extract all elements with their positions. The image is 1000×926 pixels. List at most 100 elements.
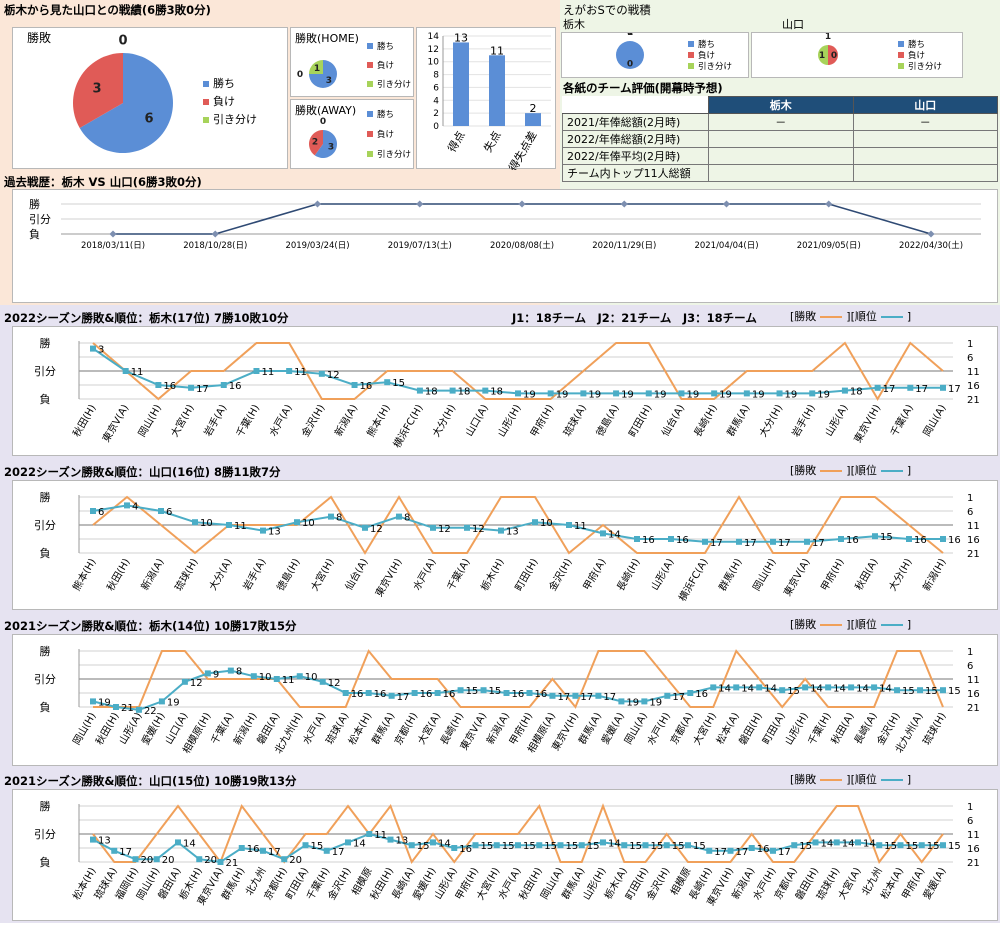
rank-point (580, 390, 587, 397)
rank-tick-label: 1 (967, 647, 973, 658)
home-pie-card: 3 0 1 勝ち 負け 引き分け 勝敗(HOME) (290, 27, 414, 97)
bar-y-tick: 10 (428, 58, 440, 68)
rank-data-label: 16 (695, 689, 708, 700)
rank-data-label: 16 (443, 689, 456, 700)
result-line (92, 803, 944, 865)
rank-data-label: 14 (863, 838, 876, 849)
pie-data-label: 1 (314, 64, 320, 74)
rank-data-label: 15 (489, 686, 502, 697)
rank-point (260, 847, 266, 854)
rank-point (809, 390, 816, 397)
team-eval-table: 栃木 山口 2021/年俸総額(2月時) － － 2022/年俸総額(2月時) … (562, 96, 998, 182)
rank-point (549, 692, 556, 699)
match-label: 東京V(A) (99, 402, 131, 445)
rank-data-label: 17 (778, 847, 791, 858)
rank-data-label: 9 (213, 669, 219, 680)
rank-data-label: 19 (556, 389, 569, 400)
rank-tick-label: 21 (967, 395, 980, 406)
season-legend: [勝敗][順位] (790, 462, 911, 478)
match-label: 大宮(H) (308, 556, 337, 593)
rank-tick-label: 21 (967, 549, 980, 560)
rank-data-label: 19 (785, 389, 798, 400)
rank-data-label: 17 (948, 384, 961, 395)
history-point (109, 230, 117, 238)
rank-point (848, 684, 855, 691)
rank-data-label: 15 (392, 378, 405, 389)
season-y-label: 負 (40, 701, 51, 714)
pie-slice (828, 45, 838, 65)
pie-data-label: 0 (831, 51, 837, 61)
rank-point (503, 690, 510, 696)
rank-data-label: 18 (490, 387, 503, 398)
pie-data-label: 0 (297, 70, 303, 80)
match-label: 秋田(H) (70, 402, 99, 439)
rank-data-label: 17 (915, 384, 928, 395)
rank-tick-label: 11 (967, 521, 980, 532)
legend-swatch (367, 62, 373, 68)
rank-point (451, 845, 458, 851)
match-label: 横浜FC(H) (390, 402, 425, 450)
rank-data-label: 14 (856, 683, 869, 694)
season-y-label: 勝 (40, 336, 51, 350)
rank-point (770, 538, 776, 545)
rank-data-label: 12 (472, 524, 485, 535)
rank-point (192, 519, 198, 526)
rank-tick-label: 1 (967, 493, 973, 504)
rank-point (838, 536, 844, 542)
legend-label: 負け (698, 50, 715, 61)
season-2021-yamaguchi-chart: 勝引分負1611162113松本(H)17琉球(A)20福岡(H)20岡山(H)… (34, 799, 980, 908)
rank-data-label: 16 (676, 535, 689, 546)
history-point (313, 200, 322, 208)
rank-data-label: 16 (914, 535, 927, 546)
rank-data-label: 16 (374, 689, 387, 700)
season-2021-yamaguchi-title: 2021シーズン勝敗&順位：山口(15位) 10勝19敗13分 (4, 774, 297, 788)
rank-data-label: 15 (799, 841, 812, 852)
eval-cell-yamaguchi (852, 130, 998, 148)
match-label: 仙台(A) (342, 556, 371, 593)
legend-result-text: [勝敗 (790, 773, 817, 786)
rank-data-label: 17 (557, 692, 570, 703)
pie-slice (616, 41, 644, 69)
rank-data-label: 18 (850, 387, 863, 398)
rank-data-label: 14 (608, 529, 621, 540)
rank-data-label: 12 (327, 370, 340, 381)
result-line (92, 341, 944, 401)
rank-point (940, 687, 946, 694)
rank-point (217, 859, 224, 865)
match-label: 琉球(H) (172, 556, 201, 593)
rank-point (281, 856, 288, 863)
rank-data-label: 14 (183, 838, 196, 849)
bar-value-label: 11 (490, 44, 504, 57)
match-label: 東京V(H) (851, 402, 883, 445)
rank-data-label: 15 (311, 841, 324, 852)
season-2022-tochigi-card: 勝引分負 1 6 11 16 21 3 秋田(H) 11 東京V(A) 16 岡山(H) 17 大宮(H)… (12, 326, 998, 456)
match-label: 千葉(A) (444, 556, 473, 593)
rank-data-label: 14 (764, 683, 777, 694)
season-2022-tochigi-title: 2022シーズン勝敗&順位：栃木(17位) 7勝10敗10分 (4, 311, 289, 325)
legend-end-text: ] (906, 618, 912, 631)
rank-tick-label: 21 (967, 858, 980, 869)
rank-point (196, 856, 203, 863)
legend-result-text: [勝敗 (790, 310, 817, 323)
rank-point (663, 842, 670, 849)
rank-point (600, 839, 606, 846)
pie-data-label: 0 (627, 33, 633, 38)
eval-row: 2022/年俸総額(2月時) (562, 130, 998, 148)
rank-point (227, 667, 234, 674)
season-2022-tochigi-chart: 勝引分負161116213秋田(H)11東京V(A)16岡山(H)17大宮(H)… (34, 336, 980, 450)
rank-point (711, 390, 718, 397)
rank-point (940, 384, 946, 391)
rank-point (253, 368, 260, 374)
pie-data-label: 0 (320, 117, 326, 127)
rank-data-label: 14 (718, 683, 731, 694)
legend-rank-text: ][順位 (846, 773, 877, 786)
legend-label: 勝ち (213, 76, 235, 90)
rank-point (387, 836, 394, 843)
season-y-label: 勝 (40, 799, 51, 813)
history-point (722, 200, 731, 208)
rank-point (430, 839, 436, 846)
rank-point (273, 676, 280, 682)
eval-header-yamaguchi: 山口 (852, 96, 998, 114)
